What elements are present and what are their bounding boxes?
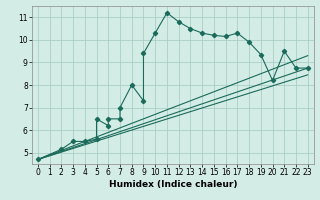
X-axis label: Humidex (Indice chaleur): Humidex (Indice chaleur) — [108, 180, 237, 189]
